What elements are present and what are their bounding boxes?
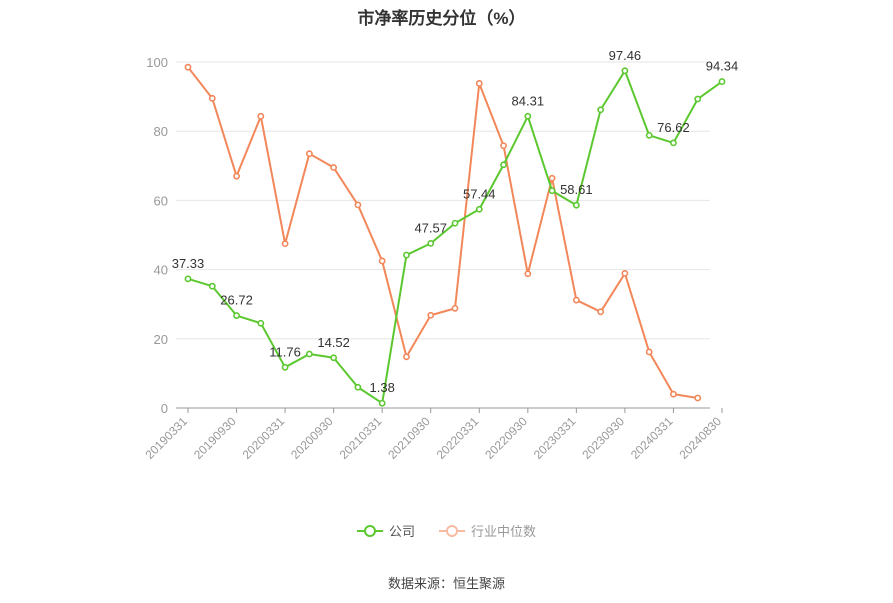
data-source-note: 数据来源：恒生聚源 (387, 576, 505, 591)
data-point (694, 95, 702, 103)
x-tick-label: 20240830 (676, 414, 724, 462)
data-point (475, 205, 483, 213)
y-tick-label: 0 (161, 401, 168, 416)
data-point (233, 172, 240, 180)
legend-label: 行业中位数 (471, 524, 537, 539)
x-tick-label: 20200331 (240, 414, 288, 462)
legend-item-1[interactable]: 行业中位数 (439, 521, 536, 540)
y-tick-label: 80 (154, 124, 168, 139)
data-point (403, 353, 410, 361)
data-point (281, 363, 289, 371)
chart-title: 市净率历史分位（%） (357, 9, 526, 28)
data-label: 11.76 (269, 344, 301, 359)
data-point (597, 308, 605, 316)
data-label: 58.61 (560, 182, 593, 197)
data-label: 26.72 (220, 293, 253, 308)
data-point (621, 270, 629, 277)
data-point (548, 174, 556, 182)
legend-item-0[interactable]: 公司 (356, 521, 415, 540)
x-tick-label: 20220331 (434, 414, 482, 462)
series-line-0 (187, 69, 723, 405)
data-point (548, 187, 556, 195)
data-point (354, 383, 362, 391)
data-label: 76.62 (657, 120, 690, 135)
legend-swatch-icon (439, 524, 465, 538)
series-line-1 (187, 66, 698, 399)
data-label: 14.52 (317, 335, 350, 350)
data-point (281, 240, 289, 248)
x-tick-label: 20190930 (191, 414, 239, 462)
data-point (378, 257, 386, 265)
data-point (621, 67, 629, 75)
data-point (208, 282, 216, 290)
x-tick-label: 20230930 (579, 414, 627, 462)
data-point (500, 142, 507, 150)
data-point (645, 131, 653, 139)
data-point (305, 150, 313, 158)
data-label: 1.38 (370, 380, 395, 395)
data-point (354, 201, 362, 209)
data-label: 47.57 (414, 220, 447, 235)
data-label: 94.34 (706, 59, 739, 74)
data-point (427, 240, 435, 247)
data-point (257, 112, 265, 120)
data-point (184, 275, 192, 283)
data-point (233, 312, 240, 319)
data-point (670, 139, 677, 147)
data-point (718, 78, 726, 85)
data-label: 37.33 (172, 256, 205, 271)
chart-legend: 公司 行业中位数 (0, 521, 893, 540)
y-tick-label: 40 (154, 263, 168, 278)
legend-swatch-icon (356, 524, 383, 538)
data-label: 97.46 (609, 48, 642, 63)
data-point (330, 354, 338, 362)
data-point (597, 106, 605, 114)
data-point (184, 63, 192, 71)
data-point (330, 164, 338, 171)
data-point (524, 112, 532, 120)
data-point (475, 80, 483, 87)
data-point (645, 348, 653, 356)
data-point (694, 394, 702, 402)
x-tick-label: 20240331 (628, 414, 676, 462)
x-tick-label: 20210930 (385, 414, 433, 462)
y-tick-label: 60 (154, 193, 168, 208)
x-tick-label: 20190331 (142, 414, 190, 462)
x-tick-label: 20230331 (531, 414, 579, 462)
y-tick-label: 20 (154, 332, 168, 347)
data-point (257, 319, 265, 327)
x-tick-label: 20220930 (482, 414, 530, 462)
data-point (670, 390, 677, 398)
x-tick-label: 20200930 (288, 414, 336, 462)
data-point (524, 270, 532, 278)
data-point (305, 350, 313, 358)
y-tick-label: 100 (146, 55, 168, 70)
data-point (500, 161, 507, 169)
data-point (451, 304, 459, 312)
data-label: 57.44 (463, 186, 496, 201)
data-point (427, 311, 435, 319)
data-point (378, 399, 386, 407)
data-point (208, 94, 216, 102)
data-point (451, 219, 459, 227)
data-point (403, 251, 410, 259)
x-tick-label: 20210331 (337, 414, 385, 462)
data-point (572, 296, 580, 304)
legend-label: 公司 (388, 524, 415, 539)
data-point (572, 201, 580, 209)
data-label: 84.31 (512, 93, 545, 108)
